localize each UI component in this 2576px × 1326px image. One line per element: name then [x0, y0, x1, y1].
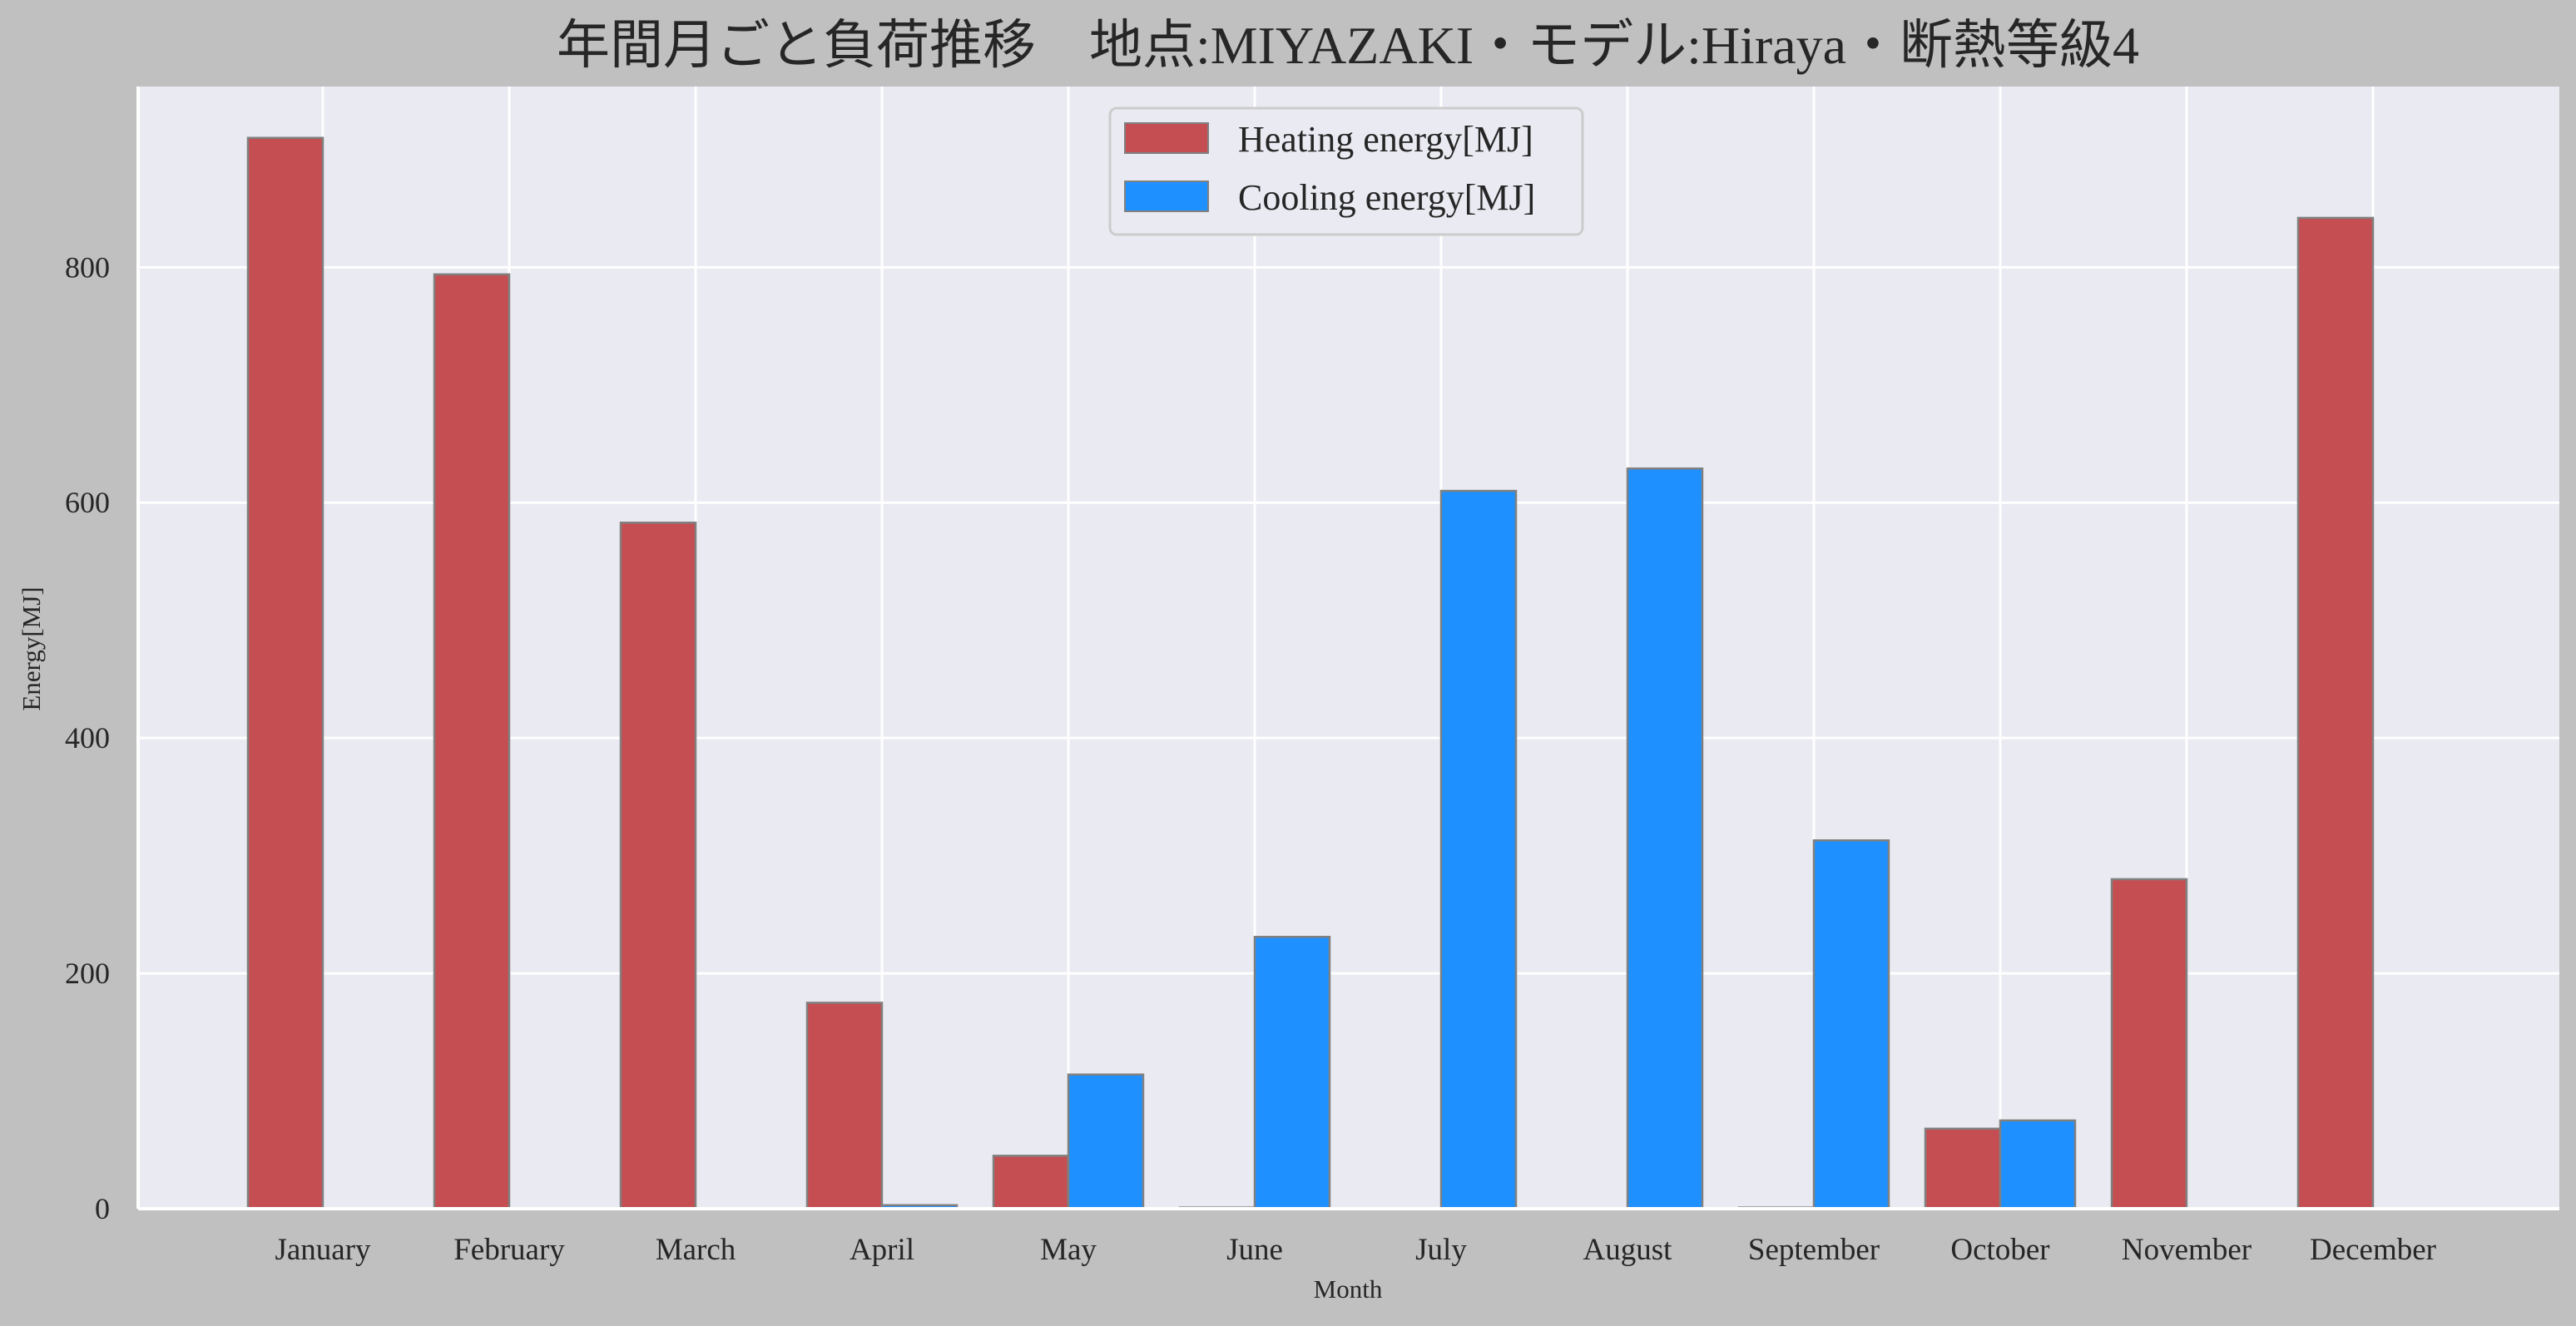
legend: Heating energy[MJ] Cooling energy[MJ]	[1108, 106, 1584, 236]
x-tick-label: July	[1415, 1233, 1467, 1267]
cooling-bar	[1439, 489, 1518, 1210]
cooling-bar	[1253, 935, 1331, 1210]
x-tick-label: April	[850, 1233, 914, 1267]
x-tick-label: October	[1950, 1233, 2049, 1267]
y-axis-label: Energy[MJ]	[17, 586, 46, 710]
heating-bar	[2296, 216, 2375, 1210]
legend-label-heating: Heating energy[MJ]	[1238, 119, 1533, 160]
y-tick-label: 400	[65, 721, 110, 755]
heating-bar	[805, 1002, 884, 1210]
cooling-bar	[1626, 467, 1704, 1210]
y-tick-label: 0	[95, 1192, 110, 1225]
legend-box	[1108, 106, 1584, 236]
legend-swatch-heating	[1124, 122, 1209, 154]
x-tick-label: January	[275, 1233, 371, 1267]
heating-bar	[619, 522, 697, 1210]
cooling-bar	[1999, 1119, 2077, 1210]
x-tick-label: December	[2310, 1233, 2436, 1267]
heating-bar	[246, 136, 324, 1210]
x-tick-label: August	[1583, 1233, 1673, 1267]
y-tick-labels: 0 200 400 600 800	[65, 250, 110, 1225]
y-tick-label: 200	[65, 957, 110, 990]
cooling-bar	[1812, 839, 1890, 1210]
legend-label-cooling: Cooling energy[MJ]	[1238, 177, 1535, 218]
y-tick-label: 800	[65, 250, 110, 284]
x-tick-label: March	[656, 1233, 736, 1267]
chart-title: 年間月ごと負荷推移 地点:MIYAZAKI・モデル:Hiraya・断熱等級4	[557, 16, 2139, 75]
cooling-bar	[1067, 1073, 1145, 1210]
y-tick-label: 600	[65, 486, 110, 519]
heating-bar	[992, 1155, 1070, 1210]
x-tick-labels: January February March April May June July Augu…	[275, 1233, 2436, 1267]
x-tick-label: November	[2122, 1233, 2252, 1267]
x-axis-label: Month	[1314, 1274, 1383, 1304]
x-tick-label: February	[453, 1233, 565, 1267]
heating-bar	[433, 273, 511, 1210]
legend-swatch-cooling	[1124, 181, 1209, 212]
x-tick-label: May	[1040, 1233, 1097, 1267]
heating-bar	[2110, 878, 2188, 1210]
x-tick-label: September	[1748, 1233, 1880, 1267]
x-tick-label: June	[1226, 1233, 1283, 1267]
heating-bar	[1924, 1127, 2002, 1210]
